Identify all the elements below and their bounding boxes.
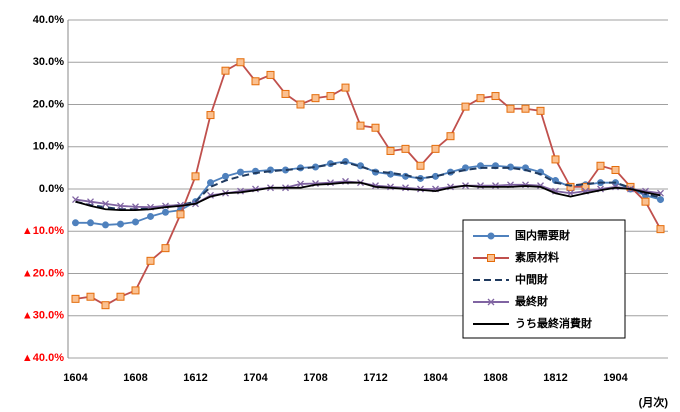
point xyxy=(87,219,94,227)
point xyxy=(251,77,260,86)
legend-label: 国内需要財 xyxy=(515,228,570,242)
y-tick-label: ▲30.0% xyxy=(22,310,64,322)
point xyxy=(71,294,80,303)
x-tick-label: 1712 xyxy=(363,372,387,384)
point xyxy=(312,163,319,171)
x-tick-label: 1612 xyxy=(183,372,207,384)
point xyxy=(206,111,215,120)
point xyxy=(282,166,289,174)
point xyxy=(656,225,665,234)
legend-label: 素原材料 xyxy=(515,250,559,264)
point xyxy=(117,220,124,228)
point xyxy=(596,161,605,170)
point xyxy=(341,83,350,92)
point xyxy=(296,100,305,109)
point xyxy=(191,172,200,181)
series-line xyxy=(75,61,662,307)
y-tick-label: ▲10.0% xyxy=(22,225,64,237)
x-tick-label: 1804 xyxy=(423,372,448,384)
point xyxy=(551,155,560,164)
point xyxy=(356,121,365,130)
point xyxy=(491,92,500,101)
y-tick-label: ▲20.0% xyxy=(22,267,64,279)
point xyxy=(102,221,109,229)
point xyxy=(401,144,410,153)
point xyxy=(566,182,575,191)
point xyxy=(207,179,214,187)
point xyxy=(416,161,425,170)
point xyxy=(236,58,245,67)
point xyxy=(146,256,155,265)
y-tick-label: ▲40.0% xyxy=(22,352,64,364)
point xyxy=(86,292,95,301)
point xyxy=(221,66,230,75)
legend-label: 最終財 xyxy=(515,294,548,308)
point xyxy=(371,123,380,132)
series-line xyxy=(75,161,661,211)
y-tick-label: 30.0% xyxy=(33,56,64,68)
point xyxy=(147,212,154,220)
point xyxy=(432,172,439,180)
y-tick-label: 40.0% xyxy=(33,14,64,26)
point xyxy=(386,146,395,155)
x-axis-label: (月次) xyxy=(639,395,669,409)
point xyxy=(266,70,275,79)
point xyxy=(102,200,109,208)
point xyxy=(567,189,574,197)
point xyxy=(326,92,335,101)
legend-marker xyxy=(487,298,495,306)
point xyxy=(161,244,170,253)
point xyxy=(117,202,124,210)
point xyxy=(87,198,94,206)
y-tick-label: 0.0% xyxy=(39,183,64,195)
x-tick-label: 1812 xyxy=(543,372,567,384)
x-tick-label: 1604 xyxy=(63,372,88,384)
legend-label: 中間財 xyxy=(515,272,548,286)
point xyxy=(116,292,125,301)
point xyxy=(611,165,620,174)
point xyxy=(132,203,139,211)
point xyxy=(101,301,110,310)
point xyxy=(281,89,290,98)
y-tick-label: 10.0% xyxy=(33,141,64,153)
point xyxy=(641,197,650,206)
point xyxy=(506,104,515,113)
legend-marker xyxy=(487,232,495,240)
point xyxy=(446,132,455,141)
series-line xyxy=(75,181,661,212)
point xyxy=(657,196,664,204)
point xyxy=(162,208,169,216)
legend-marker xyxy=(487,254,495,262)
point xyxy=(222,172,229,180)
legend-label: うち最終消費財 xyxy=(515,316,592,330)
x-tick-label: 1904 xyxy=(603,372,628,384)
y-tick-label: 20.0% xyxy=(33,98,64,110)
point xyxy=(476,94,485,103)
point xyxy=(431,144,440,153)
x-tick-label: 1708 xyxy=(303,372,327,384)
point xyxy=(176,210,185,219)
x-tick-label: 1608 xyxy=(123,372,147,384)
point xyxy=(131,286,140,295)
point xyxy=(297,180,304,188)
point xyxy=(536,106,545,115)
point xyxy=(237,168,244,176)
point xyxy=(461,102,470,111)
x-tick-label: 1704 xyxy=(243,372,268,384)
point xyxy=(521,104,530,113)
x-tick-label: 1808 xyxy=(483,372,507,384)
point xyxy=(72,219,79,227)
point xyxy=(132,218,139,226)
point xyxy=(311,94,320,103)
